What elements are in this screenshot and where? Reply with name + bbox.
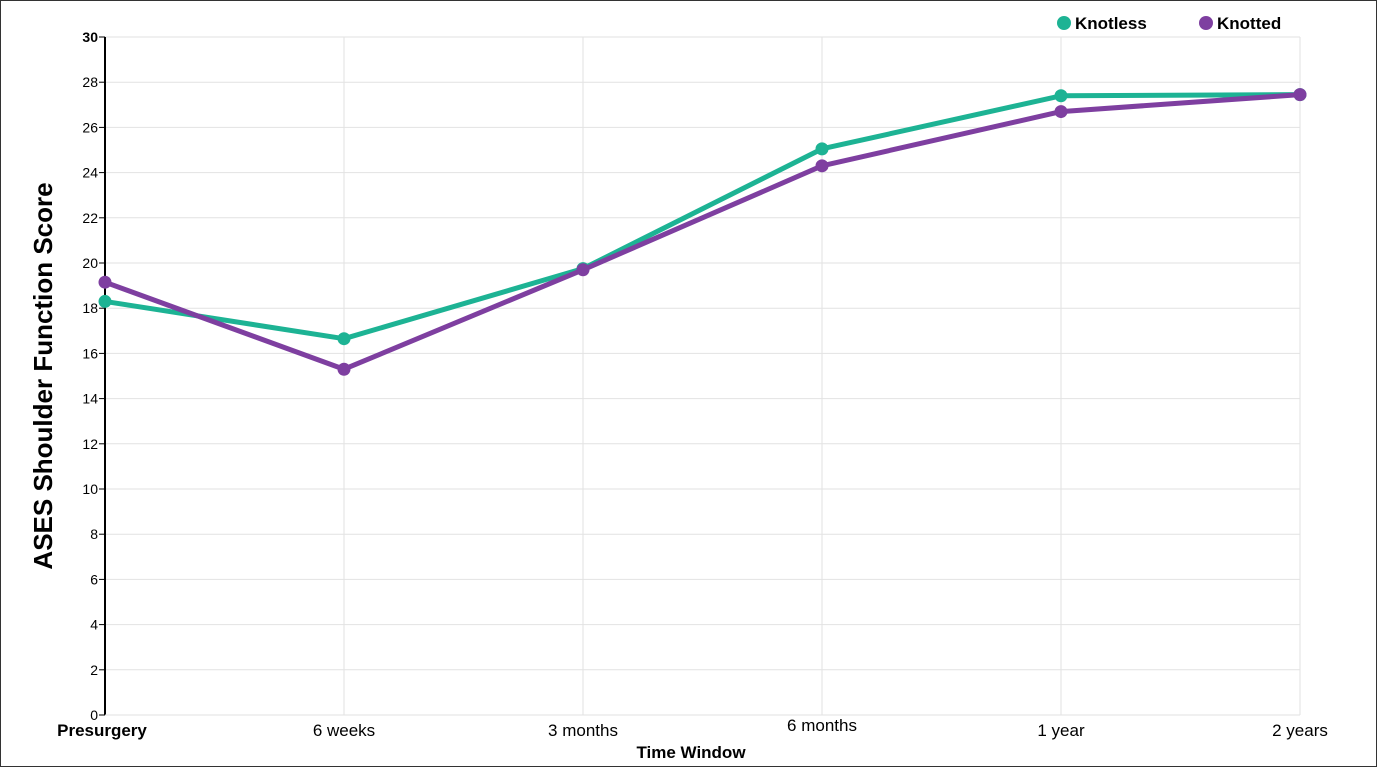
data-point-knotless [337,332,351,346]
y-tick-label: 12 [82,436,98,452]
y-tick-label: 0 [90,707,98,723]
series-line-knotless [102,92,1303,342]
data-point-knotted [576,263,590,277]
x-tick-label: 1 year [1037,721,1085,740]
data-point-knotted [98,275,112,289]
data-point-knotted [1054,105,1068,119]
legend-knotted-label: Knotted [1217,14,1281,33]
y-tick-label: 30 [82,29,98,45]
y-tick-label: 4 [90,617,98,633]
x-tick-label: 2 years [1272,721,1328,740]
x-tick-labels: Presurgery 6 weeks 3 months 6 months 1 year 2… [57,716,1328,740]
data-point-knotted [1293,88,1307,102]
y-tick-label: 20 [82,255,98,271]
y-tick-label: 14 [82,391,98,407]
data-point-knotless [1054,89,1068,103]
axes [104,37,1300,716]
y-tick-label: 22 [82,210,98,226]
y-tick-label: 10 [82,481,98,497]
y-tick-label: 26 [82,119,98,135]
grid-lines [105,36,1301,715]
legend-knotless-marker [1057,16,1071,30]
x-axis-title: Time Window [636,743,746,762]
y-tick-label: 8 [90,526,98,542]
y-tick-label: 2 [90,662,98,678]
legend-knotted-marker [1199,16,1213,30]
y-tick-label: 16 [82,345,98,361]
y-tick-label: 6 [90,571,98,587]
data-point-knotted [337,362,351,376]
series [98,88,1307,376]
data-point-knotless [98,294,112,308]
x-tick-label: Presurgery [57,721,147,740]
y-tick-label: 18 [82,300,98,316]
y-axis-title: ASES Shoulder Function Score [28,182,58,569]
data-point-knotless [815,142,829,156]
y-tick-label: 28 [82,74,98,90]
x-tick-label: 6 weeks [313,721,375,740]
legend: Knotless Knotted [1057,14,1281,33]
legend-knotless-label: Knotless [1075,14,1147,33]
y-tick-label: 24 [82,165,98,181]
x-tick-label: 3 months [548,721,618,740]
data-point-knotted [815,159,829,173]
series-line-knotted [102,92,1303,372]
x-tick-label: 6 months [787,716,857,735]
